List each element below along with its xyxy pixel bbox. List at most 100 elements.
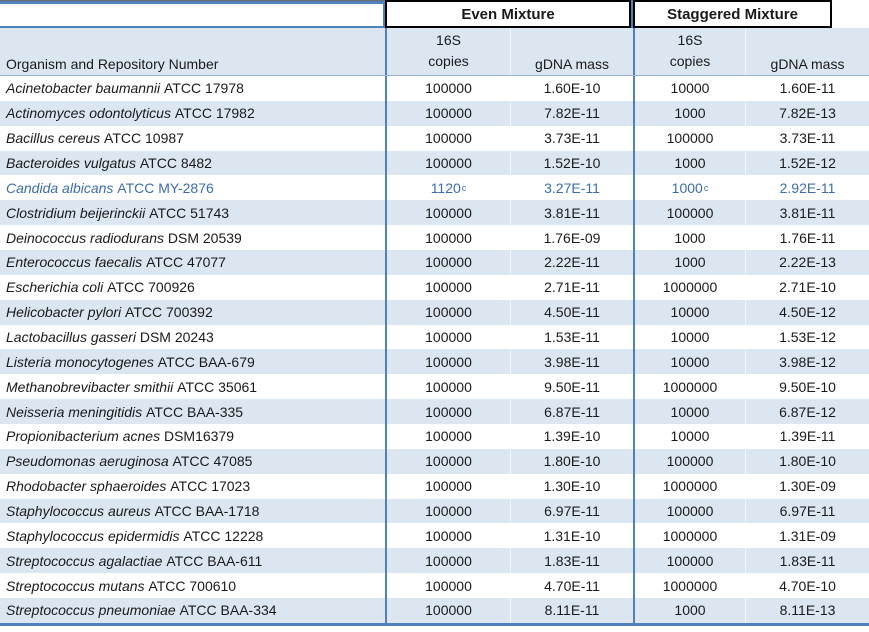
- staggered-16s-copies-value: 10000: [633, 349, 745, 375]
- staggered-gdna-mass-value: 1.83E-11: [745, 548, 869, 574]
- organism-cell: Rhodobacter sphaeroides ATCC 17023: [0, 474, 385, 499]
- species-name: Deinococcus radiodurans: [6, 229, 164, 246]
- repository-number: ATCC 47085: [168, 453, 253, 470]
- table-row: Clostridium beijerinckii ATCC 51743 1000…: [0, 200, 869, 226]
- staggered-16s-copies-value: 1000 c: [633, 175, 745, 201]
- group-header-filler: [832, 0, 869, 28]
- even-gdna-mass-value: 2.71E-11: [510, 274, 633, 300]
- staggered-16s-copies-value: 1000: [633, 100, 745, 126]
- even-16s-copies-value: 100000: [385, 250, 510, 275]
- even-16s-copies-value: 100000: [385, 573, 510, 599]
- even-16s-copies-value: 100000: [385, 374, 510, 400]
- organism-cell: Lactobacillus gasseri DSM 20243: [0, 325, 385, 350]
- staggered-16s-label: 16S: [677, 32, 703, 48]
- staggered-gdna-mass-value: 1.53E-12: [745, 324, 869, 350]
- repository-number: ATCC 10987: [100, 130, 184, 147]
- staggered-gdna-mass-header: gDNA mass: [745, 28, 869, 75]
- species-name: Clostridium beijerinckii: [6, 204, 146, 221]
- organism-column-header: Organism and Repository Number: [6, 56, 219, 72]
- repository-number: ATCC 8482: [135, 155, 212, 171]
- repository-number: ATCC 700392: [121, 304, 213, 321]
- staggered-mixture-group-header: Staggered Mixture: [633, 0, 832, 28]
- repository-number: ATCC 17982: [170, 105, 255, 122]
- even-gdna-mass-value: 4.50E-11: [510, 299, 633, 325]
- organism-cell: Pseudomonas aeruginosa ATCC 47085: [0, 449, 385, 474]
- staggered-16s-copies-value: 1000000: [633, 523, 745, 549]
- column-header-row: Organism and Repository Number 16S copie…: [0, 28, 869, 76]
- table-row: Neisseria meningitidis ATCC BAA-335 1000…: [0, 399, 869, 425]
- table-row: Candida albicans ATCC MY-2876 1120 c 3.27…: [0, 175, 869, 201]
- staggered-16s-copies-value: 100000: [633, 498, 745, 524]
- even-16s-copies-value: 100000: [385, 324, 510, 350]
- staggered-gdna-mass-value: 1.80E-10: [745, 448, 869, 474]
- staggered-16s-copies-value: 10000: [633, 399, 745, 425]
- staggered-gdna-mass-value: 3.73E-11: [745, 125, 869, 151]
- organism-cell: Candida albicans ATCC MY-2876: [0, 175, 385, 200]
- staggered-gdna-mass-value: 7.82E-13: [745, 100, 869, 126]
- repository-number: ATCC BAA-1718: [150, 503, 260, 520]
- group-divider-line: [631, 0, 633, 28]
- organism-cell: Helicobacter pylori ATCC 700392: [0, 300, 385, 325]
- staggered-gdna-mass-value: 3.98E-12: [745, 349, 869, 375]
- organism-cell: Clostridium beijerinckii ATCC 51743: [0, 200, 385, 225]
- organism-cell: Neisseria meningitidis ATCC BAA-335: [0, 399, 385, 424]
- even-gdna-mass-value: 1.39E-10: [510, 424, 633, 449]
- repository-number: ATCC 17023: [166, 478, 251, 495]
- even-gdna-mass-value: 1.30E-10: [510, 473, 633, 499]
- table-row: Bacteroides vulgatus ATCC 8482 100000 1.…: [0, 150, 869, 176]
- table-row: Escherichia coli ATCC 700926 100000 2.71…: [0, 274, 869, 300]
- even-16s-copies-value: 100000: [385, 448, 510, 474]
- repository-number: ATCC BAA-334: [175, 602, 277, 619]
- even-gdna-mass-value: 3.81E-11: [510, 200, 633, 226]
- group-header-row: Even Mixture Staggered Mixture: [0, 0, 869, 28]
- even-gdna-mass-value: 4.70E-11: [510, 573, 633, 599]
- even-16s-copies-value: 100000: [385, 548, 510, 574]
- table-row: Streptococcus mutans ATCC 700610 100000 …: [0, 573, 869, 599]
- species-name: Neisseria meningitidis: [6, 403, 143, 420]
- species-name: Escherichia coli: [6, 279, 104, 296]
- species-name: Rhodobacter sphaeroides: [6, 478, 167, 495]
- organism-cell: Bacillus cereus ATCC 10987: [0, 126, 385, 151]
- staggered-gdna-mass-value: 1.30E-09: [745, 473, 869, 499]
- even-16s-copies-value: 100000: [385, 523, 510, 549]
- organism-cell: Actinomyces odontolyticus ATCC 17982: [0, 101, 385, 126]
- staggered-gdna-mass-value: 4.70E-10: [745, 573, 869, 599]
- repository-number: ATCC 12228: [179, 527, 264, 544]
- staggered-gdna-mass-value: 9.50E-10: [745, 374, 869, 400]
- staggered-copies-label: copies: [669, 53, 711, 69]
- species-name: Staphylococcus epidermidis: [6, 527, 180, 544]
- even-gdna-mass-value: 7.82E-11: [510, 100, 633, 126]
- staggered-gdna-mass-value: 4.50E-12: [745, 299, 869, 325]
- repository-number: ATCC 700926: [103, 279, 195, 296]
- species-name: Streptococcus agalactiae: [6, 552, 163, 569]
- staggered-gdna-mass-value: 1.76E-11: [745, 225, 869, 251]
- repository-number: DSM16379: [160, 428, 235, 445]
- even-16s-copies-value: 100000: [385, 349, 510, 375]
- organism-cell: Streptococcus pneumoniae ATCC BAA-334: [0, 598, 385, 623]
- table-row: Actinomyces odontolyticus ATCC 17982 100…: [0, 100, 869, 126]
- staggered-16s-copies-value: 1000: [633, 150, 745, 176]
- table-row: Helicobacter pylori ATCC 700392 100000 4…: [0, 299, 869, 325]
- even-16s-copies-value: 100000: [385, 299, 510, 325]
- even-16s-copies-value: 100000: [385, 498, 510, 524]
- species-name: Actinomyces odontolyticus: [6, 105, 171, 122]
- table-row: Bacillus cereus ATCC 10987 100000 3.73E-…: [0, 125, 869, 151]
- species-name: Bacillus cereus: [6, 130, 101, 147]
- staggered-16s-copies-value: 1000: [633, 250, 745, 275]
- even-gdna-mass-value: 1.80E-10: [510, 448, 633, 474]
- organism-header-spacer: [0, 0, 385, 28]
- organism-cell: Bacteroides vulgatus ATCC 8482: [0, 151, 385, 176]
- species-name: Lactobacillus gasseri: [6, 329, 136, 346]
- table-row: Lactobacillus gasseri DSM 20243 100000 1…: [0, 324, 869, 350]
- even-16s-copies-value: 100000: [385, 225, 510, 251]
- staggered-16s-copies-value: 10000: [633, 299, 745, 325]
- repository-number: ATCC BAA-611: [162, 552, 263, 569]
- table-row: Methanobrevibacter smithii ATCC 35061 10…: [0, 374, 869, 400]
- even-16s-copies-value: 100000: [385, 274, 510, 300]
- staggered-gdna-mass-value: 8.11E-13: [745, 598, 869, 623]
- even-16s-copies-value: 100000: [385, 399, 510, 425]
- staggered-gdna-mass-value: 6.87E-12: [745, 399, 869, 425]
- even-gdna-mass-value: 3.98E-11: [510, 349, 633, 375]
- staggered-16s-copies-value: 1000: [633, 225, 745, 251]
